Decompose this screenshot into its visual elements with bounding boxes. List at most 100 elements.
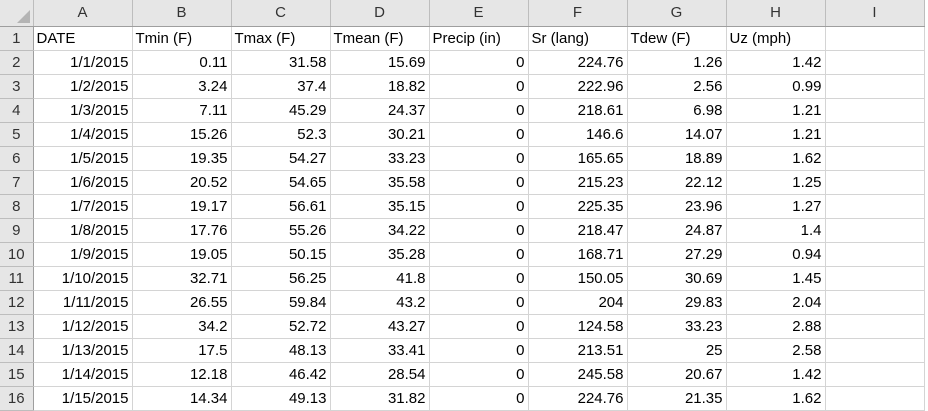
cell-date[interactable]: 1/5/2015 xyxy=(33,146,133,171)
cell-date[interactable]: 1/11/2015 xyxy=(33,290,133,315)
row-header[interactable]: 10 xyxy=(0,242,34,267)
cell-tmax[interactable]: 52.3 xyxy=(231,122,331,147)
cell-date[interactable]: 1/9/2015 xyxy=(33,242,133,267)
cell-empty[interactable] xyxy=(825,362,925,387)
cell-tmax[interactable]: 55.26 xyxy=(231,218,331,243)
cell-tmean[interactable]: 43.2 xyxy=(330,290,430,315)
cell-tmax[interactable]: 50.15 xyxy=(231,242,331,267)
cell-sr[interactable]: 245.58 xyxy=(528,362,628,387)
row-header[interactable]: 7 xyxy=(0,170,34,195)
cell-uz[interactable]: 1.45 xyxy=(726,266,826,291)
cell-tmax[interactable]: 48.13 xyxy=(231,338,331,363)
cell-tdew[interactable]: 30.69 xyxy=(627,266,727,291)
cell-precip[interactable]: 0 xyxy=(429,386,529,411)
cell-tmax[interactable]: 46.42 xyxy=(231,362,331,387)
cell-tmin[interactable]: 3.24 xyxy=(132,74,232,99)
cell-uz[interactable]: 2.04 xyxy=(726,290,826,315)
cell-precip[interactable]: 0 xyxy=(429,338,529,363)
cell-date[interactable]: 1/10/2015 xyxy=(33,266,133,291)
header-cell-tmax[interactable]: Tmax (F) xyxy=(231,26,331,51)
cell-date[interactable]: 1/2/2015 xyxy=(33,74,133,99)
cell-precip[interactable]: 0 xyxy=(429,218,529,243)
cell-uz[interactable]: 0.99 xyxy=(726,74,826,99)
cell-uz[interactable]: 1.62 xyxy=(726,146,826,171)
cell-tdew[interactable]: 2.56 xyxy=(627,74,727,99)
cell-precip[interactable]: 0 xyxy=(429,98,529,123)
cell-tmin[interactable]: 19.05 xyxy=(132,242,232,267)
cell-uz[interactable]: 2.88 xyxy=(726,314,826,339)
column-header-e[interactable]: E xyxy=(429,0,529,27)
cell-sr[interactable]: 146.6 xyxy=(528,122,628,147)
cell-tdew[interactable]: 25 xyxy=(627,338,727,363)
cell-tmin[interactable]: 15.26 xyxy=(132,122,232,147)
column-header-a[interactable]: A xyxy=(33,0,133,27)
cell-tmin[interactable]: 20.52 xyxy=(132,170,232,195)
cell-tmax[interactable]: 54.27 xyxy=(231,146,331,171)
row-header[interactable]: 15 xyxy=(0,362,34,387)
cell-uz[interactable]: 1.4 xyxy=(726,218,826,243)
cell-precip[interactable]: 0 xyxy=(429,170,529,195)
row-header[interactable]: 8 xyxy=(0,194,34,219)
cell-empty[interactable] xyxy=(825,194,925,219)
cell-tdew[interactable]: 14.07 xyxy=(627,122,727,147)
cell-precip[interactable]: 0 xyxy=(429,266,529,291)
row-header[interactable]: 4 xyxy=(0,98,34,123)
cell-tdew[interactable]: 33.23 xyxy=(627,314,727,339)
row-header[interactable]: 2 xyxy=(0,50,34,75)
cell-tmin[interactable]: 34.2 xyxy=(132,314,232,339)
cell-empty[interactable] xyxy=(825,50,925,75)
row-header[interactable]: 1 xyxy=(0,26,34,51)
cell-sr[interactable]: 224.76 xyxy=(528,386,628,411)
cell-date[interactable]: 1/14/2015 xyxy=(33,362,133,387)
cell-tmean[interactable]: 33.23 xyxy=(330,146,430,171)
row-header[interactable]: 16 xyxy=(0,386,34,411)
header-cell-precip[interactable]: Precip (in) xyxy=(429,26,529,51)
cell-uz[interactable]: 0.94 xyxy=(726,242,826,267)
cell-tmean[interactable]: 33.41 xyxy=(330,338,430,363)
cell-uz[interactable]: 1.21 xyxy=(726,122,826,147)
cell-empty[interactable] xyxy=(825,74,925,99)
row-header[interactable]: 5 xyxy=(0,122,34,147)
row-header[interactable]: 11 xyxy=(0,266,34,291)
cell-tdew[interactable]: 22.12 xyxy=(627,170,727,195)
cell-tmax[interactable]: 49.13 xyxy=(231,386,331,411)
cell-empty[interactable] xyxy=(825,386,925,411)
header-cell-tmean[interactable]: Tmean (F) xyxy=(330,26,430,51)
cell-tmax[interactable]: 37.4 xyxy=(231,74,331,99)
cell-tdew[interactable]: 6.98 xyxy=(627,98,727,123)
cell-tmean[interactable]: 34.22 xyxy=(330,218,430,243)
cell-tmax[interactable]: 56.61 xyxy=(231,194,331,219)
cell-tdew[interactable]: 27.29 xyxy=(627,242,727,267)
cell-sr[interactable]: 213.51 xyxy=(528,338,628,363)
row-header[interactable]: 3 xyxy=(0,74,34,99)
cell-date[interactable]: 1/13/2015 xyxy=(33,338,133,363)
cell-tmax[interactable]: 56.25 xyxy=(231,266,331,291)
cell-date[interactable]: 1/7/2015 xyxy=(33,194,133,219)
row-header[interactable]: 12 xyxy=(0,290,34,315)
cell-empty[interactable] xyxy=(825,170,925,195)
cell-tmean[interactable]: 35.58 xyxy=(330,170,430,195)
cell-tmin[interactable]: 19.35 xyxy=(132,146,232,171)
row-header[interactable]: 9 xyxy=(0,218,34,243)
cell-sr[interactable]: 222.96 xyxy=(528,74,628,99)
header-cell-sr[interactable]: Sr (lang) xyxy=(528,26,628,51)
column-header-b[interactable]: B xyxy=(132,0,232,27)
column-header-f[interactable]: F xyxy=(528,0,628,27)
header-cell-tdew[interactable]: Tdew (F) xyxy=(627,26,727,51)
cell-tmean[interactable]: 15.69 xyxy=(330,50,430,75)
cell-tdew[interactable]: 23.96 xyxy=(627,194,727,219)
cell-precip[interactable]: 0 xyxy=(429,290,529,315)
cell-precip[interactable]: 0 xyxy=(429,74,529,99)
cell-tmean[interactable]: 24.37 xyxy=(330,98,430,123)
cell-empty[interactable] xyxy=(825,338,925,363)
cell-empty[interactable] xyxy=(825,218,925,243)
cell-empty[interactable] xyxy=(825,122,925,147)
cell-tdew[interactable]: 24.87 xyxy=(627,218,727,243)
cell-sr[interactable]: 225.35 xyxy=(528,194,628,219)
row-header[interactable]: 14 xyxy=(0,338,34,363)
cell-sr[interactable]: 215.23 xyxy=(528,170,628,195)
cell-tdew[interactable]: 20.67 xyxy=(627,362,727,387)
cell-sr[interactable]: 150.05 xyxy=(528,266,628,291)
cell-date[interactable]: 1/1/2015 xyxy=(33,50,133,75)
cell-precip[interactable]: 0 xyxy=(429,362,529,387)
